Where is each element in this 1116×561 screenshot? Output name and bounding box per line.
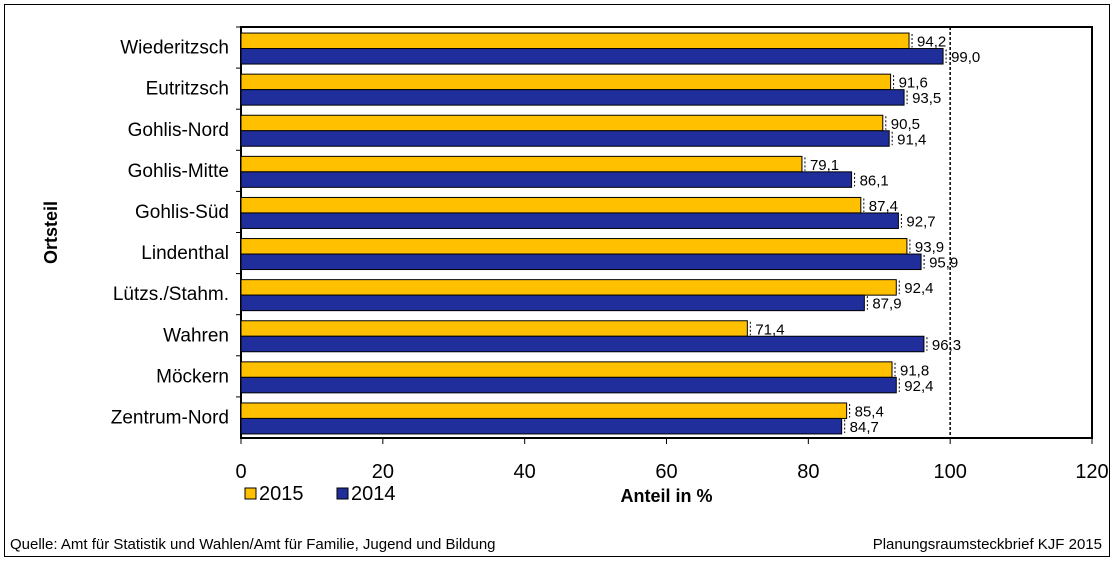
data-label: 95,9 bbox=[929, 255, 958, 272]
bar-2014 bbox=[240, 130, 890, 147]
x-tick-label: 80 bbox=[797, 461, 819, 483]
data-label: 87,4 bbox=[869, 198, 898, 215]
source-note: Quelle: Amt für Statistik und Wahlen/Amt… bbox=[10, 536, 496, 553]
legend-label-2015: 2015 bbox=[259, 483, 304, 505]
data-label: 84,7 bbox=[850, 419, 879, 436]
data-label: 93,5 bbox=[912, 90, 941, 107]
data-label: 90,5 bbox=[891, 116, 920, 133]
bar-2014 bbox=[240, 48, 944, 65]
category-label: Möckern bbox=[156, 366, 229, 387]
data-label: 86,1 bbox=[860, 172, 889, 189]
category-label: Wahren bbox=[163, 325, 229, 346]
bar-2015 bbox=[240, 279, 897, 296]
x-tick-label: 100 bbox=[933, 461, 966, 483]
category-label: Eutritzsch bbox=[146, 79, 229, 100]
bar-2014 bbox=[240, 294, 865, 312]
bar-2014 bbox=[240, 376, 897, 394]
category-label: Lützs./Stahm. bbox=[113, 284, 229, 305]
x-axis-title: Anteil in % bbox=[620, 486, 712, 506]
legend-swatch-2015 bbox=[244, 487, 257, 500]
bar-2014 bbox=[240, 171, 853, 188]
data-label: 91,6 bbox=[899, 75, 928, 92]
publication-note: Planungsraumsteckbrief KJF 2015 bbox=[872, 536, 1102, 553]
x-tick-label: 120 bbox=[1075, 461, 1108, 483]
x-tick-label: 40 bbox=[514, 461, 536, 483]
legend-label-2014: 2014 bbox=[351, 483, 396, 505]
bar-2015 bbox=[240, 73, 892, 91]
bar-2014 bbox=[240, 253, 922, 271]
data-label: 92,4 bbox=[904, 378, 933, 395]
data-label: 91,4 bbox=[897, 131, 926, 148]
bar-2015 bbox=[240, 155, 803, 173]
category-label: Zentrum-Nord bbox=[111, 407, 229, 428]
data-label: 92,4 bbox=[904, 280, 933, 297]
bar-2015 bbox=[240, 361, 893, 378]
bar-2015 bbox=[240, 238, 908, 255]
data-label: 96,3 bbox=[932, 337, 961, 354]
category-label: Gohlis-Süd bbox=[135, 202, 229, 223]
bar-2015 bbox=[240, 32, 910, 50]
bar-2015 bbox=[240, 114, 884, 132]
y-axis-title: Ortsteil bbox=[41, 201, 61, 264]
data-label: 93,9 bbox=[915, 239, 944, 256]
data-label: 92,7 bbox=[906, 213, 935, 230]
category-label: Lindenthal bbox=[141, 243, 229, 264]
data-label: 91,8 bbox=[900, 362, 929, 379]
category-label: Gohlis-Mitte bbox=[128, 161, 229, 182]
category-label: Wiederitzsch bbox=[120, 38, 229, 59]
data-label: 87,9 bbox=[872, 296, 901, 313]
data-label: 94,2 bbox=[917, 34, 946, 51]
bar-2015 bbox=[240, 320, 748, 337]
data-label: 99,0 bbox=[951, 49, 980, 66]
data-label: 71,4 bbox=[755, 321, 784, 338]
bar-2015 bbox=[240, 402, 848, 419]
x-tick-label: 20 bbox=[372, 461, 394, 483]
bar-2014 bbox=[240, 89, 905, 106]
data-label: 79,1 bbox=[810, 157, 839, 174]
bar-2015 bbox=[240, 196, 862, 214]
bar-2014 bbox=[240, 417, 843, 435]
x-tick-label: 0 bbox=[235, 461, 246, 483]
bar-2014 bbox=[240, 212, 899, 229]
category-label: Gohlis-Nord bbox=[128, 120, 229, 141]
data-label: 85,4 bbox=[855, 403, 884, 420]
bar-2014 bbox=[240, 335, 925, 353]
x-tick-label: 60 bbox=[655, 461, 677, 483]
legend-swatch-2014 bbox=[336, 487, 349, 500]
